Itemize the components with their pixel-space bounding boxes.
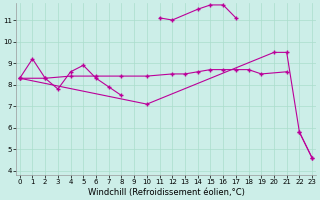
X-axis label: Windchill (Refroidissement éolien,°C): Windchill (Refroidissement éolien,°C) [87,188,244,197]
